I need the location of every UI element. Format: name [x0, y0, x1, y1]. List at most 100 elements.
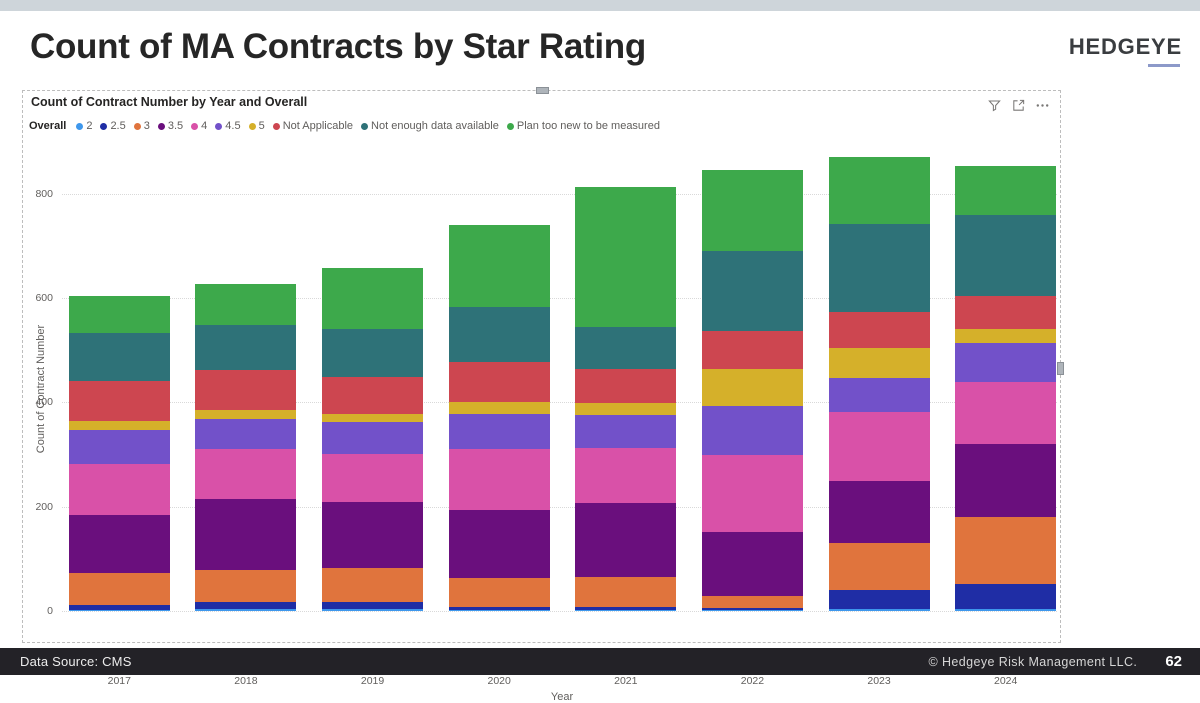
bar-segment-2017-3.5[interactable] [68, 515, 170, 573]
bar-segment-2020-5[interactable] [448, 402, 550, 414]
bar-2023 [828, 157, 930, 611]
bar-segment-2021-4.5[interactable] [575, 414, 677, 449]
bar-segment-2024-4[interactable] [955, 382, 1057, 445]
legend-item-3.5[interactable]: 3.5 [157, 120, 183, 132]
bar-segment-2024-plan-too-new-to-be-measured[interactable] [955, 165, 1057, 215]
filter-icon[interactable] [987, 98, 1002, 113]
bar-segment-2022-4[interactable] [701, 454, 803, 533]
bar-segment-2020-4[interactable] [448, 449, 550, 511]
bar-segment-2017-5[interactable] [68, 420, 170, 431]
more-options-icon[interactable] [1035, 98, 1050, 113]
bar-segment-2022-3.5[interactable] [701, 532, 803, 596]
legend-item-2.5[interactable]: 2.5 [100, 120, 126, 132]
bar-segment-2021-plan-too-new-to-be-measured[interactable] [575, 187, 677, 327]
bar-segment-2020-plan-too-new-to-be-measured[interactable] [448, 225, 550, 307]
bar-segment-2019-plan-too-new-to-be-measured[interactable] [322, 267, 424, 330]
bar-segment-2021-4[interactable] [575, 448, 677, 503]
bar-segment-2024-not-applicable[interactable] [955, 296, 1057, 329]
bar-segment-2023-not-enough-data-available[interactable] [828, 223, 930, 312]
bar-segment-2019-not-applicable[interactable] [322, 377, 424, 415]
bar-segment-2018-2[interactable] [195, 608, 297, 611]
legend-label: 3 [143, 120, 150, 132]
resize-handle-top[interactable] [536, 87, 549, 94]
bar-segment-2017-4.5[interactable] [68, 430, 170, 465]
bar-segment-2023-5[interactable] [828, 348, 930, 378]
focus-mode-icon[interactable] [1011, 98, 1026, 113]
bar-segment-2019-3.5[interactable] [322, 502, 424, 568]
bar-segment-2023-4.5[interactable] [828, 377, 930, 412]
bar-segment-2022-5[interactable] [701, 369, 803, 406]
resize-handle-right[interactable] [1057, 362, 1064, 375]
bar-segment-2022-not-applicable[interactable] [701, 331, 803, 370]
bar-segment-2018-4[interactable] [195, 449, 297, 500]
bar-segment-2024-2.5[interactable] [955, 583, 1057, 609]
bar-segment-2020-4.5[interactable] [448, 413, 550, 450]
bar-segment-2017-3[interactable] [68, 572, 170, 605]
bar-segment-2019-2[interactable] [322, 609, 424, 611]
bar-segment-2017-not-enough-data-available[interactable] [68, 333, 170, 382]
bar-segment-2020-2.5[interactable] [448, 606, 550, 610]
bar-segment-2022-3[interactable] [701, 595, 803, 608]
bar-segment-2024-4.5[interactable] [955, 343, 1057, 383]
bar-segment-2018-2.5[interactable] [195, 601, 297, 609]
bar-segment-2019-3[interactable] [322, 567, 424, 602]
bar-segment-2021-not-applicable[interactable] [575, 369, 677, 404]
bar-segment-2019-4[interactable] [322, 453, 424, 503]
legend-item-4.5[interactable]: 4.5 [215, 120, 241, 132]
legend-item-2[interactable]: 2 [76, 120, 92, 132]
bar-segment-2021-not-enough-data-available[interactable] [575, 326, 677, 370]
bar-segment-2020-not-enough-data-available[interactable] [448, 307, 550, 363]
legend-item-not-applicable[interactable]: Not Applicable [272, 120, 353, 132]
bar-segment-2017-2.5[interactable] [68, 604, 170, 610]
bar-segment-2022-2[interactable] [701, 609, 803, 611]
powerbi-visual[interactable]: Count of Contract Number by Year and Ove… [22, 87, 1064, 703]
bar-segment-2018-4.5[interactable] [195, 419, 297, 450]
bar-segment-2019-not-enough-data-available[interactable] [322, 329, 424, 378]
bar-segment-2024-5[interactable] [955, 328, 1057, 344]
bar-segment-2018-5[interactable] [195, 410, 297, 420]
bar-segment-2024-not-enough-data-available[interactable] [955, 214, 1057, 297]
bar-segment-2018-3.5[interactable] [195, 499, 297, 571]
bar-segment-2020-not-applicable[interactable] [448, 362, 550, 403]
bar-segment-2019-5[interactable] [322, 414, 424, 422]
bar-segment-2020-3[interactable] [448, 578, 550, 607]
bar-segment-2021-3[interactable] [575, 576, 677, 607]
bar-segment-2020-3.5[interactable] [448, 510, 550, 579]
bar-segment-2023-not-applicable[interactable] [828, 311, 930, 349]
bar-segment-2021-2[interactable] [575, 609, 677, 611]
bar-segment-2017-2[interactable] [68, 609, 170, 611]
bar-segment-2023-3[interactable] [828, 543, 930, 590]
bar-segment-2019-2.5[interactable] [322, 601, 424, 610]
bar-segment-2023-4[interactable] [828, 411, 930, 481]
bar-segment-2017-not-applicable[interactable] [68, 381, 170, 421]
bar-segment-2024-3[interactable] [955, 517, 1057, 584]
legend-item-4[interactable]: 4 [191, 120, 207, 132]
legend-item-not-enough-data-available[interactable]: Not enough data available [361, 120, 499, 132]
bar-segment-2018-not-applicable[interactable] [195, 369, 297, 411]
legend-item-plan-too-new-to-be-measured[interactable]: Plan too new to be measured [506, 120, 660, 132]
bar-segment-2023-plan-too-new-to-be-measured[interactable] [828, 157, 930, 224]
bar-segment-2021-5[interactable] [575, 403, 677, 415]
bar-segment-2021-2.5[interactable] [575, 606, 677, 610]
legend-dot [76, 122, 84, 130]
bar-segment-2017-4[interactable] [68, 464, 170, 516]
bar-segment-2018-plan-too-new-to-be-measured[interactable] [195, 283, 297, 325]
bar-segment-2020-2[interactable] [448, 609, 550, 611]
bar-segment-2018-not-enough-data-available[interactable] [195, 324, 297, 370]
bar-segment-2018-3[interactable] [195, 570, 297, 602]
bar-segment-2023-2[interactable] [828, 608, 930, 611]
bar-segment-2022-plan-too-new-to-be-measured[interactable] [701, 170, 803, 251]
bar-segment-2019-4.5[interactable] [322, 421, 424, 454]
bar-segment-2017-plan-too-new-to-be-measured[interactable] [68, 295, 170, 334]
bar-segment-2023-2.5[interactable] [828, 589, 930, 609]
legend-item-3[interactable]: 3 [133, 120, 150, 132]
y-tick-label-800: 800 [35, 187, 53, 200]
bar-segment-2024-2[interactable] [955, 608, 1057, 611]
bar-segment-2023-3.5[interactable] [828, 480, 930, 544]
bar-segment-2022-4.5[interactable] [701, 405, 803, 455]
legend-item-5[interactable]: 5 [248, 120, 265, 132]
bar-segment-2022-2.5[interactable] [701, 607, 803, 610]
bar-segment-2021-3.5[interactable] [575, 502, 677, 577]
bar-segment-2022-not-enough-data-available[interactable] [701, 250, 803, 331]
bar-segment-2024-3.5[interactable] [955, 444, 1057, 518]
